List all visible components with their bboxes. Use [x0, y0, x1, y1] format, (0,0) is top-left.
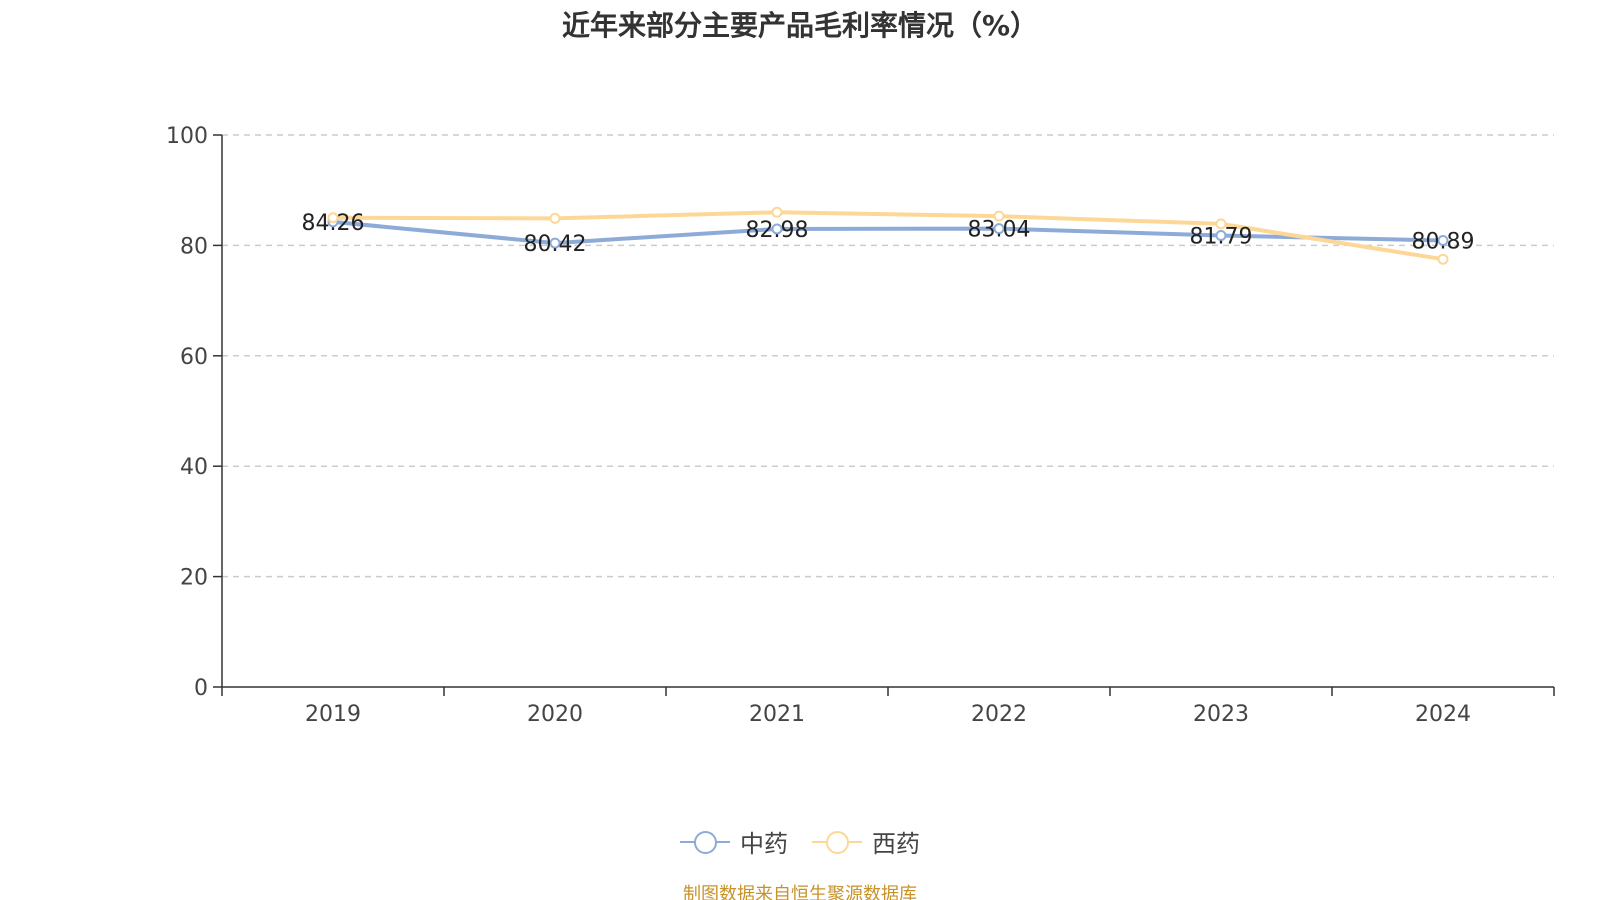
data-label-series-1-2023: 81.79 [1190, 225, 1253, 250]
data-label-series-1-2019: 84.26 [302, 211, 365, 236]
y-tick-label-20: 20 [180, 566, 208, 591]
legend-item-series-2[interactable]: 西药 [812, 824, 920, 859]
series-2-point-2021 [771, 206, 783, 218]
x-tick-label-2022: 2022 [971, 702, 1027, 727]
series-1-point-2020 [549, 237, 561, 249]
series-2-point-2022 [993, 210, 1005, 222]
y-tick-label-60: 60 [180, 345, 208, 370]
x-tick-label-2019: 2019 [305, 702, 361, 727]
legend-label-series-2: 西药 [872, 830, 920, 858]
data-label-series-1-2022: 83.04 [968, 218, 1031, 243]
data-label-series-1-2024: 80.89 [1412, 229, 1475, 254]
line-chart: 0 20 40 60 80 100 2019 2020 2021 2022 2023 2024 84.2… [166, 124, 1555, 727]
series-1-point-2023 [1215, 230, 1227, 242]
legend-swatch-series-1 [680, 830, 730, 854]
legend-label-series-1: 中药 [740, 830, 788, 858]
series-1-point-2024 [1437, 234, 1449, 246]
y-tick-label-100: 100 [166, 124, 208, 149]
y-tick-label-40: 40 [180, 455, 208, 480]
data-label-series-1-2020: 80.42 [524, 232, 587, 257]
series-line-2 [331, 210, 1445, 262]
legend-swatch-series-2 [812, 830, 862, 854]
chart-legend: 中药 西药 [0, 824, 1600, 859]
y-tick-label-0: 0 [194, 676, 208, 701]
data-label-series-1-2021: 82.98 [746, 218, 809, 243]
series-2-point-2024 [1437, 253, 1449, 265]
x-tick-label-2021: 2021 [749, 702, 805, 727]
y-tick-label-80: 80 [180, 234, 208, 259]
series-2-point-2020 [549, 212, 561, 224]
x-tick-label-2024: 2024 [1415, 702, 1471, 727]
series-1-point-2022 [993, 223, 1005, 235]
chart-title: 近年来部分主要产品毛利率情况（%） [561, 9, 1039, 42]
legend-item-series-1[interactable]: 中药 [680, 824, 788, 859]
series-2-point-2023 [1215, 218, 1227, 230]
x-tick-label-2023: 2023 [1193, 702, 1249, 727]
series-1-point-2021 [771, 223, 783, 235]
x-tick-label-2020: 2020 [527, 702, 583, 727]
series-line-1 [331, 219, 1445, 246]
data-source-note: 制图数据来自恒生聚源数据库 [683, 884, 917, 900]
series-2-point-2019 [327, 212, 339, 224]
